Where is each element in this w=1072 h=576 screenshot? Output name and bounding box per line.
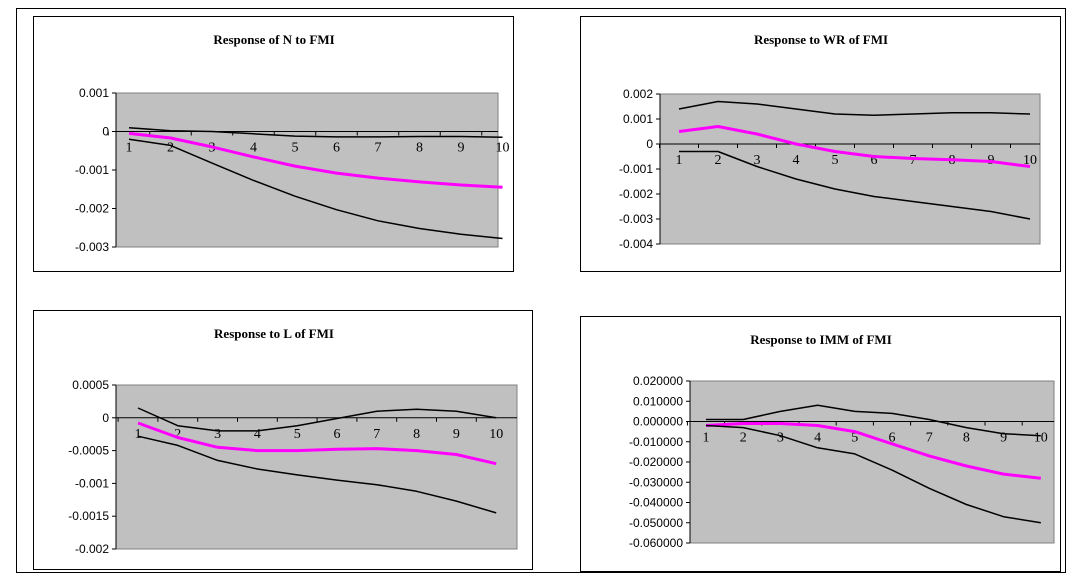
chart-svg: Response to WR of FMI 0.002 0.001 0 -0.001 -0… — [619, 32, 1041, 251]
x-tick-label: 2 — [167, 141, 174, 156]
y-tick-label: 0.0005 — [72, 378, 109, 392]
chart-response-l-of-fmi: Response to L of FMI 0.0005 0 -0.0005 -0.001… — [33, 310, 533, 570]
chart-title: Response to IMM of FMI — [750, 332, 892, 347]
x-tick-label: 8 — [413, 427, 420, 442]
y-tick-label: 0.010000 — [633, 394, 683, 408]
series-line-response — [128, 131, 503, 189]
y-tick-label: -0.002 — [619, 187, 653, 201]
series-line-lower — [705, 424, 1041, 524]
x-tick-label: 5 — [832, 153, 839, 168]
y-tick-label: -0.002 — [75, 202, 109, 216]
chart-response-wr-of-fmi: Response to WR of FMI 0.002 0.001 0 -0.001 -0… — [580, 16, 1061, 272]
x-tick-label: 7 — [910, 153, 917, 168]
series-line-response — [705, 422, 1041, 480]
x-tick-label: 4 — [250, 141, 257, 156]
x-tick-label: 5 — [851, 431, 858, 446]
y-tick-label: 0 — [102, 411, 109, 425]
y-tick-label: -0.003 — [619, 212, 653, 226]
chart-response-n-to-fmi: Response of N to FMI 0.001 0 -0.001 -0.002 -0… — [33, 16, 514, 272]
y-tick-label: -0.060000 — [629, 536, 683, 550]
x-tick-label: 5 — [294, 427, 301, 442]
x-tick-label: 9 — [1000, 431, 1007, 446]
y-tick-label: -0.001 — [75, 163, 109, 177]
y-tick-label: -0.010000 — [629, 435, 683, 449]
series-line-lower — [679, 150, 1031, 220]
y-tick-label: -0.020000 — [629, 455, 683, 469]
y-tick-label: 0.000000 — [633, 415, 683, 429]
x-tick-label: 9 — [453, 427, 460, 442]
y-tick-label: -0.040000 — [629, 496, 683, 510]
x-tick-label: 4 — [793, 153, 800, 168]
y-tick-label: -0.030000 — [629, 475, 683, 489]
x-tick-label: 3 — [214, 427, 221, 442]
x-tick-label: 2 — [174, 427, 181, 442]
y-tick-label: -0.050000 — [629, 516, 683, 530]
y-tick-label: 0.002 — [623, 87, 653, 101]
x-tick-label: 7 — [375, 141, 382, 156]
y-tick-label: -0.001 — [619, 162, 653, 176]
x-tick-label: 9 — [458, 141, 465, 156]
x-tick-label: 2 — [740, 431, 747, 446]
x-tick-label: 7 — [373, 427, 380, 442]
series-line-upper — [706, 404, 1041, 437]
y-tick-label: 0 — [102, 125, 109, 139]
x-tick-label: 6 — [889, 431, 896, 446]
series-line-lower — [128, 138, 503, 240]
series-line-upper — [137, 407, 497, 432]
y-tick-label: -0.0005 — [68, 444, 109, 458]
chart-title: Response of N to FMI — [213, 32, 334, 47]
y-tick-label: -0.002 — [75, 542, 109, 556]
y-tick-label: -0.0015 — [68, 509, 109, 523]
x-tick-label: 5 — [292, 141, 299, 156]
x-tick-label: 8 — [416, 141, 423, 156]
x-tick-label: 8 — [963, 431, 970, 446]
figure-frame — [16, 8, 1066, 573]
chart-title: Response to L of FMI — [214, 326, 334, 341]
y-tick-label: 0.020000 — [633, 374, 683, 388]
series-line-upper — [678, 100, 1031, 117]
x-tick-label: 6 — [334, 427, 341, 442]
x-tick-label: 10 — [1034, 431, 1048, 446]
y-tick-label: -0.003 — [75, 240, 109, 254]
plot-area — [115, 92, 499, 248]
y-tick-label: 0.001 — [79, 86, 109, 100]
y-tick-label: -0.004 — [619, 237, 653, 251]
x-tick-label: 7 — [926, 431, 933, 446]
series-line-response — [137, 421, 497, 466]
x-tick-label: 2 — [715, 153, 722, 168]
x-tick-label: 3 — [754, 153, 761, 168]
x-tick-label: 6 — [871, 153, 878, 168]
plot-area — [115, 384, 518, 550]
x-tick-label: 4 — [814, 431, 821, 446]
series-line-upper — [128, 126, 503, 139]
y-tick-label: -0.001 — [75, 476, 109, 490]
y-tick-label: 0 — [646, 137, 653, 151]
chart-response-imm-of-fmi: Response to IMM of FMI 0.020000 0.010000 0.… — [580, 316, 1061, 572]
series-line-response — [678, 125, 1031, 168]
x-tick-label: 10 — [1023, 153, 1037, 168]
series-line-lower — [137, 435, 497, 514]
y-tick-label: 0.001 — [623, 112, 653, 126]
x-tick-label: 10 — [496, 141, 510, 156]
chart-title: Response to WR of FMI — [754, 32, 888, 47]
x-tick-label: 3 — [777, 431, 784, 446]
x-tick-label: 6 — [333, 141, 340, 156]
x-tick-label: 10 — [489, 427, 503, 442]
x-tick-label: 1 — [703, 431, 710, 446]
chart-svg: Response of N to FMI 0.001 0 -0.001 -0.002 -0… — [75, 32, 510, 254]
x-tick-label: 1 — [126, 141, 133, 156]
chart-svg: Response to IMM of FMI 0.020000 0.010000 0.… — [629, 332, 1055, 550]
x-tick-label: 4 — [254, 427, 261, 442]
x-tick-label: 1 — [676, 153, 683, 168]
x-tick-label: 1 — [135, 427, 142, 442]
chart-svg: Response to L of FMI 0.0005 0 -0.0005 -0.001… — [68, 326, 518, 556]
plot-area — [659, 93, 1041, 245]
